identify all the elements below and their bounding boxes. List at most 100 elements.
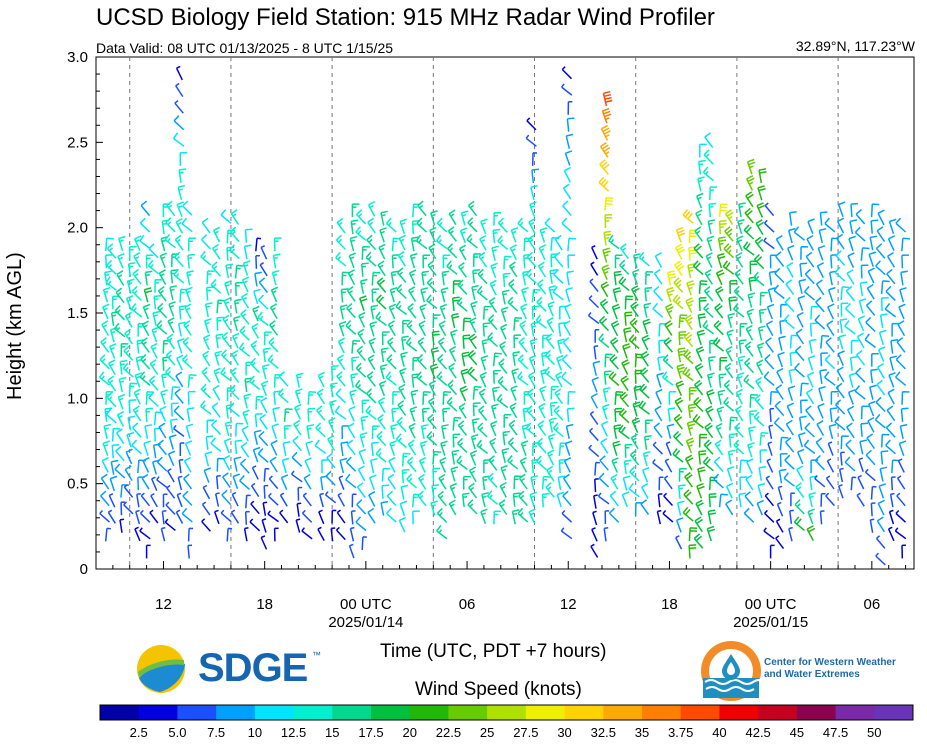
wind-barb <box>776 367 784 384</box>
wind-barb <box>232 473 241 490</box>
wind-barb <box>814 475 826 488</box>
wind-barb-stroke <box>378 243 386 260</box>
wind-barb-stroke <box>589 410 599 425</box>
wind-barb-stroke <box>166 484 176 499</box>
wind-barb-stroke <box>857 474 865 490</box>
wind-barb-stroke <box>141 473 150 490</box>
wind-barb-stroke <box>870 485 877 500</box>
wind-barb <box>107 375 117 392</box>
wind-barb <box>158 269 167 285</box>
wind-barb-stroke <box>895 509 907 523</box>
wind-barb-stroke <box>241 276 250 293</box>
wind-barb-stroke <box>124 311 133 328</box>
wind-barb-stroke <box>349 389 357 405</box>
wind-barb-stroke <box>864 333 876 349</box>
wind-barb <box>621 491 630 508</box>
wind-barb <box>211 261 221 277</box>
wind-barb-stroke <box>489 279 497 296</box>
wind-barb <box>686 420 696 436</box>
wind-barb <box>270 439 278 456</box>
wind-barb <box>888 218 897 235</box>
wind-barb <box>561 371 573 386</box>
wind-barb-stroke <box>244 228 253 243</box>
wind-barb <box>794 499 805 515</box>
wind-barb-stroke <box>471 284 479 301</box>
wind-barb <box>480 508 488 525</box>
wind-barb <box>412 356 421 371</box>
wind-barb-stroke <box>325 470 336 486</box>
wind-barb-stroke <box>878 483 887 499</box>
wind-barb <box>865 449 876 466</box>
wind-barb <box>764 202 775 217</box>
wind-barb <box>728 296 737 312</box>
wind-barb <box>250 482 260 498</box>
wind-barb <box>249 518 261 532</box>
wind-barb <box>176 492 183 508</box>
wind-barb-stroke <box>478 251 488 268</box>
colorbar-tick-label: 20 <box>402 725 416 740</box>
wind-barb-stroke <box>100 337 110 353</box>
wind-barb <box>743 224 755 240</box>
wind-barb <box>174 100 184 114</box>
wind-barb <box>517 217 529 233</box>
wind-barb-stroke <box>565 423 574 439</box>
wind-barb <box>744 341 754 357</box>
wind-barb-stroke <box>269 320 279 336</box>
wind-barb <box>620 375 629 392</box>
wind-barb-stroke <box>733 303 745 318</box>
wind-barb-stroke <box>243 393 252 409</box>
wind-barb-stroke <box>513 475 522 490</box>
wind-barb-stroke <box>860 247 870 261</box>
wind-barb <box>239 458 250 474</box>
wind-barb <box>814 314 826 330</box>
wind-barb <box>678 314 688 329</box>
wind-barb-stroke <box>223 437 232 454</box>
wind-barb-stroke <box>251 465 259 480</box>
wind-barb <box>477 422 488 438</box>
wind-barb-stroke <box>563 457 572 473</box>
wind-barb <box>901 254 909 269</box>
wind-barb-stroke <box>426 277 438 293</box>
wind-barb-stroke <box>244 510 250 525</box>
wind-barb-stroke <box>470 300 478 317</box>
wind-barb <box>451 449 460 465</box>
wind-barb <box>619 259 630 275</box>
wind-barb <box>698 159 706 175</box>
wind-barb-stroke <box>631 285 640 301</box>
wind-barb-stroke <box>756 359 764 376</box>
wind-barb-stroke <box>229 244 240 260</box>
wind-barb <box>376 430 387 447</box>
wind-barb <box>826 320 835 336</box>
wind-barb-stroke <box>480 508 488 525</box>
wind-barb-stroke <box>330 527 336 542</box>
x-tick-label: 00 UTC <box>745 596 797 613</box>
wind-barb <box>878 329 887 346</box>
wind-barb <box>157 439 167 456</box>
wind-barb <box>387 473 397 490</box>
wind-barb <box>259 262 268 277</box>
wind-barb-stroke <box>234 281 243 296</box>
colorbar-tick-label: 42.5 <box>745 725 770 740</box>
wind-barb <box>592 360 601 376</box>
wind-barb-stroke <box>756 499 764 516</box>
wind-barb-stroke <box>259 262 268 277</box>
wind-barb <box>469 317 477 333</box>
wind-barb <box>295 518 301 533</box>
wind-barb-stroke <box>120 501 126 516</box>
wind-barb <box>870 502 876 517</box>
wind-barb <box>133 388 141 405</box>
wind-barb-stroke <box>546 465 555 482</box>
wind-barb-stroke <box>185 423 194 439</box>
wind-barb-stroke <box>410 389 419 405</box>
wind-barb <box>259 413 268 430</box>
wind-barb <box>525 422 537 438</box>
wind-barb <box>896 492 906 507</box>
wind-barb <box>480 218 488 234</box>
wind-barb <box>307 391 317 405</box>
wind-barb-stroke <box>492 352 502 367</box>
wind-barb-stroke <box>764 354 775 370</box>
wind-barb <box>512 351 521 366</box>
wind-barb <box>467 349 478 366</box>
wind-barb <box>895 509 907 523</box>
wind-barb-stroke <box>870 368 878 384</box>
